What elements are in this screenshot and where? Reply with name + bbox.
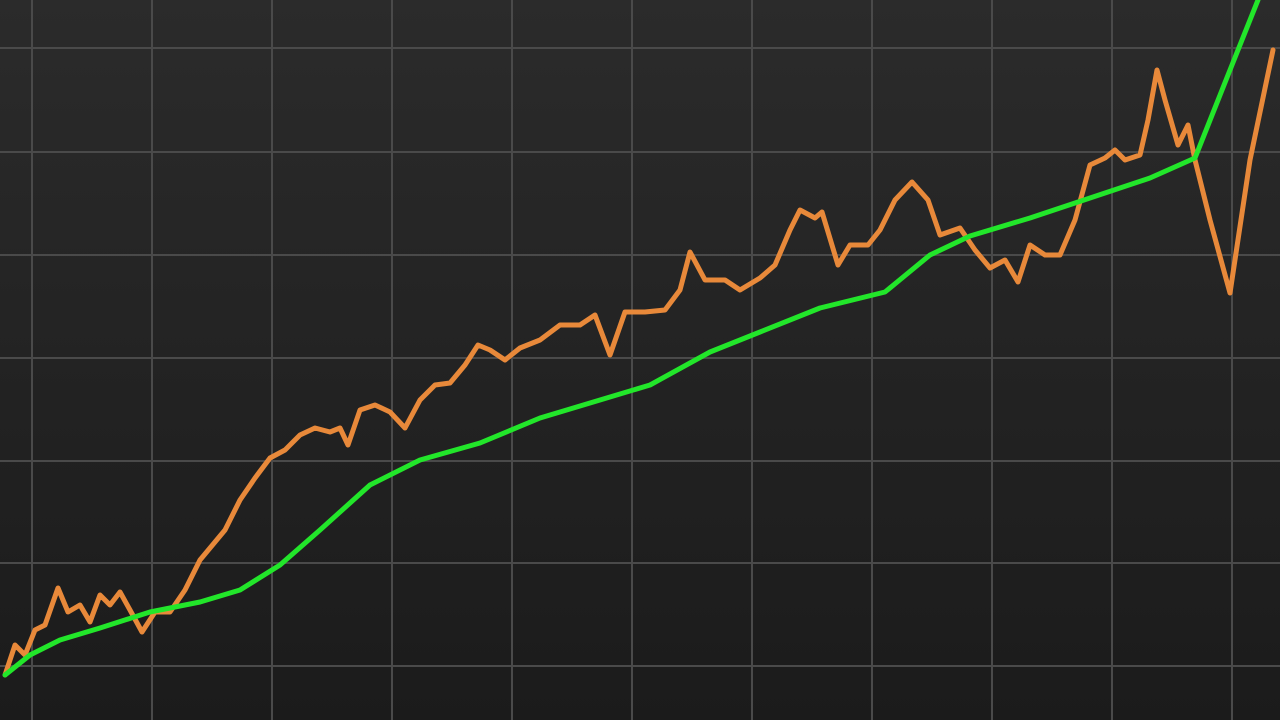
- series-line: [2, 0, 1261, 678]
